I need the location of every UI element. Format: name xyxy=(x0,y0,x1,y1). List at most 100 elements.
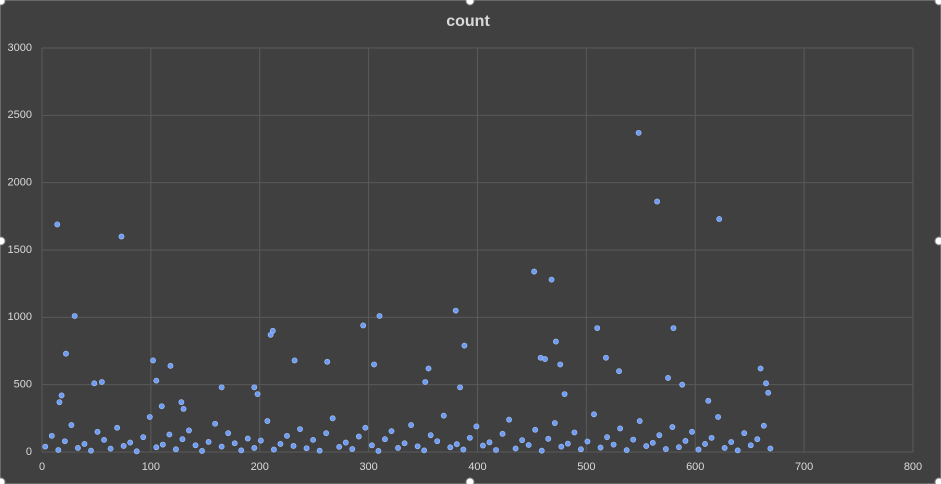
y-tick-label: 1500 xyxy=(8,244,32,256)
point xyxy=(71,313,78,319)
point xyxy=(548,276,555,283)
point xyxy=(225,430,232,437)
point xyxy=(728,439,735,445)
point xyxy=(310,436,316,443)
point xyxy=(178,399,185,406)
point xyxy=(371,361,377,368)
point xyxy=(558,443,565,450)
point xyxy=(461,342,468,349)
point xyxy=(679,381,686,388)
point xyxy=(617,425,624,432)
point xyxy=(284,432,290,439)
point xyxy=(656,432,663,439)
point xyxy=(158,403,165,410)
point xyxy=(434,438,441,445)
point xyxy=(180,406,187,412)
point xyxy=(329,415,336,422)
point xyxy=(741,430,748,437)
point xyxy=(564,440,571,447)
point xyxy=(212,420,219,427)
point xyxy=(251,384,258,391)
point xyxy=(480,442,486,449)
point xyxy=(760,422,767,429)
point xyxy=(81,441,88,447)
point xyxy=(427,432,434,439)
point xyxy=(199,448,205,454)
point xyxy=(506,416,512,423)
point xyxy=(763,380,769,387)
point xyxy=(186,427,192,434)
x-tick-label: 400 xyxy=(468,461,486,473)
point xyxy=(68,422,75,428)
x-tick-label: 500 xyxy=(577,461,595,473)
point xyxy=(360,322,367,329)
x-tick-label: 200 xyxy=(251,461,269,473)
x-tick-label: 0 xyxy=(39,461,45,473)
point xyxy=(716,216,723,222)
point xyxy=(75,445,81,451)
point xyxy=(303,445,310,452)
point xyxy=(114,424,121,431)
point xyxy=(636,418,643,424)
point xyxy=(425,365,432,372)
point xyxy=(708,434,715,441)
point xyxy=(519,437,526,444)
point xyxy=(695,446,702,453)
point xyxy=(153,377,160,384)
point xyxy=(635,129,642,136)
point xyxy=(670,325,677,332)
point xyxy=(257,437,264,444)
x-tick-label: 300 xyxy=(359,461,377,473)
point xyxy=(231,440,238,447)
point xyxy=(173,446,179,453)
y-tick-label: 1000 xyxy=(8,311,32,323)
point xyxy=(421,447,428,454)
point xyxy=(594,325,601,332)
point xyxy=(395,445,401,451)
point xyxy=(447,444,454,451)
point xyxy=(98,379,105,385)
point xyxy=(140,434,147,441)
point xyxy=(42,443,49,450)
point xyxy=(324,358,331,365)
point xyxy=(401,440,408,447)
point xyxy=(382,436,388,443)
point xyxy=(150,357,156,364)
point xyxy=(649,439,656,446)
point xyxy=(349,446,356,452)
point xyxy=(551,420,558,426)
point xyxy=(532,426,539,433)
point xyxy=(561,391,568,397)
point xyxy=(408,422,414,428)
point xyxy=(238,447,245,454)
point xyxy=(355,433,362,440)
point xyxy=(153,444,160,451)
point xyxy=(277,441,284,447)
point xyxy=(460,446,467,453)
point xyxy=(159,441,166,448)
point xyxy=(166,431,173,438)
point xyxy=(747,442,754,449)
point xyxy=(56,399,63,406)
point xyxy=(538,447,545,454)
point xyxy=(264,418,271,424)
point xyxy=(368,442,375,449)
x-tick-label: 100 xyxy=(142,461,160,473)
point xyxy=(146,414,153,420)
point xyxy=(58,392,65,399)
point xyxy=(512,445,519,452)
point xyxy=(316,447,323,454)
point xyxy=(133,448,140,455)
point xyxy=(757,365,764,372)
point xyxy=(531,268,538,275)
point xyxy=(584,438,591,445)
point xyxy=(362,424,369,431)
point xyxy=(662,446,669,452)
y-tick-label: 500 xyxy=(14,379,32,391)
point xyxy=(457,384,463,391)
point xyxy=(55,447,62,453)
point xyxy=(597,444,604,451)
point xyxy=(525,442,532,448)
